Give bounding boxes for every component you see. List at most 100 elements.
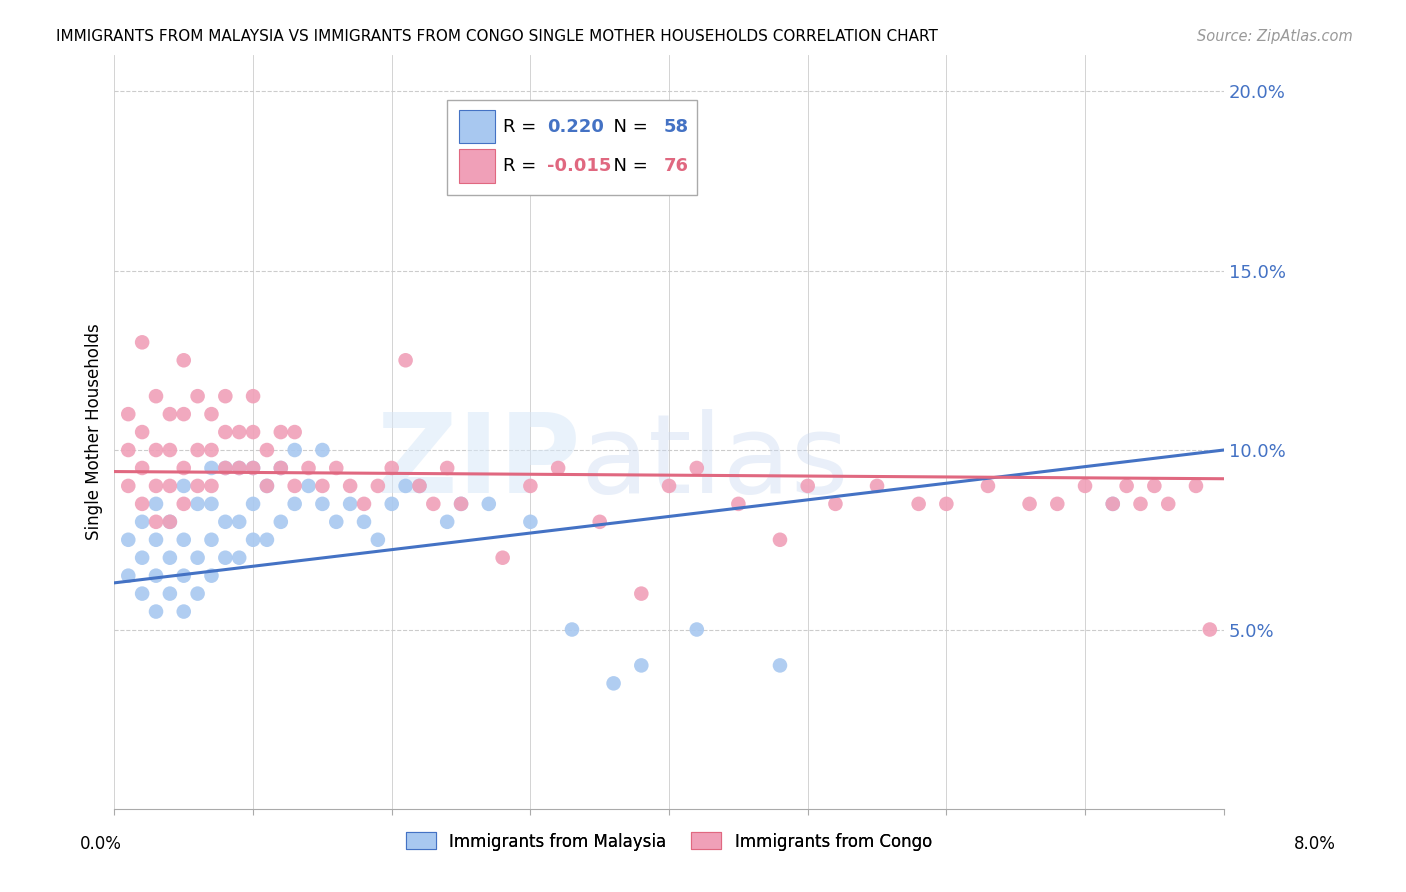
Text: 8.0%: 8.0% [1294,835,1336,853]
Point [367,479,389,493]
Point [270,425,292,439]
Point [519,479,541,493]
Point [284,425,307,439]
Text: ZIP: ZIP [377,409,581,516]
Point [200,443,222,458]
Point [242,425,264,439]
Text: -0.015: -0.015 [547,157,612,175]
Point [214,461,236,475]
Point [353,497,375,511]
Point [325,461,347,475]
Point [131,515,153,529]
Point [408,479,430,493]
Point [131,586,153,600]
Point [256,443,278,458]
Point [270,461,292,475]
Point [117,407,139,421]
Point [131,335,153,350]
Point [381,461,404,475]
Point [228,461,250,475]
Point [658,479,681,493]
Point [270,461,292,475]
Point [173,568,195,582]
Point [394,479,416,493]
Point [228,550,250,565]
Point [478,497,501,511]
Point [297,479,319,493]
Point [200,533,222,547]
Legend: Immigrants from Malaysia, Immigrants from Congo: Immigrants from Malaysia, Immigrants fro… [399,826,939,857]
Point [228,425,250,439]
Point [796,479,818,493]
Point [1198,623,1220,637]
Point [159,550,181,565]
Point [436,461,458,475]
Point [394,353,416,368]
Point [200,407,222,421]
Point [173,461,195,475]
Point [907,497,929,511]
Point [284,443,307,458]
Point [228,461,250,475]
Point [270,515,292,529]
Point [1115,479,1137,493]
Point [242,497,264,511]
Text: 76: 76 [664,157,689,175]
Point [173,407,195,421]
Point [824,497,846,511]
Point [131,425,153,439]
Point [727,497,749,511]
Point [214,425,236,439]
Point [159,515,181,529]
Point [159,586,181,600]
Point [977,479,1000,493]
Point [381,497,404,511]
Point [325,515,347,529]
Point [339,497,361,511]
Point [242,461,264,475]
Point [284,479,307,493]
Point [1129,497,1152,511]
FancyBboxPatch shape [447,101,697,194]
Point [769,658,792,673]
FancyBboxPatch shape [460,149,495,183]
Text: 0.220: 0.220 [547,118,605,136]
Point [450,497,472,511]
Point [242,533,264,547]
Point [1046,497,1069,511]
Point [131,461,153,475]
Point [686,461,709,475]
Point [117,533,139,547]
Text: N =: N = [603,118,654,136]
Text: 58: 58 [664,118,689,136]
Point [1074,479,1097,493]
Point [353,515,375,529]
Point [1101,497,1123,511]
Text: R =: R = [503,118,541,136]
Point [1185,479,1208,493]
Point [173,533,195,547]
Y-axis label: Single Mother Households: Single Mother Households [86,324,103,541]
Point [1101,497,1123,511]
Point [159,515,181,529]
Point [769,533,792,547]
Point [214,461,236,475]
Point [187,550,209,565]
Point [145,389,167,403]
Point [145,533,167,547]
Point [866,479,889,493]
Point [242,389,264,403]
Point [145,479,167,493]
Point [200,497,222,511]
Point [131,550,153,565]
Point [561,623,583,637]
Point [311,479,333,493]
Point [145,515,167,529]
Point [173,479,195,493]
FancyBboxPatch shape [460,111,495,144]
Point [187,479,209,493]
Text: 0.0%: 0.0% [80,835,122,853]
Point [284,497,307,511]
Point [450,497,472,511]
Point [173,605,195,619]
